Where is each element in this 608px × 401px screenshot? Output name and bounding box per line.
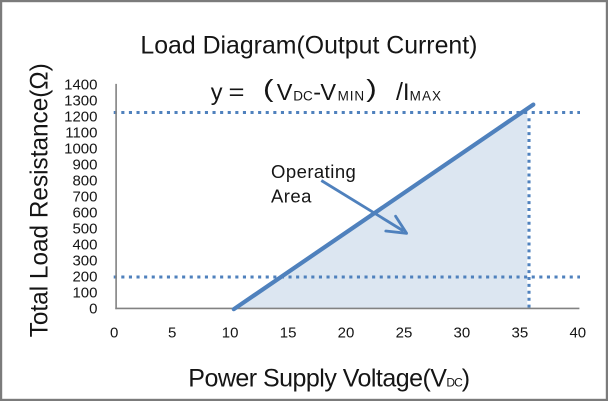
svg-text:I: I [403,79,410,106]
svg-text:Area: Area [271,186,312,207]
svg-text:0: 0 [110,324,118,341]
svg-text:MIN: MIN [338,88,365,103]
svg-text:5: 5 [168,324,176,341]
svg-text:y: y [211,79,223,105]
svg-text:600: 600 [72,205,97,222]
svg-text:100: 100 [72,285,97,302]
svg-text:0: 0 [89,301,97,318]
svg-text:MAX: MAX [410,88,443,103]
svg-text:DC: DC [293,88,313,103]
svg-text:500: 500 [72,221,97,238]
svg-text:35: 35 [512,324,529,341]
svg-text:1400: 1400 [64,76,97,93]
svg-text:/: / [396,78,403,106]
svg-text:(: ( [263,75,274,103]
svg-text:Load Diagram(Output Current): Load Diagram(Output Current) [140,32,477,60]
svg-text:1100: 1100 [65,124,97,141]
svg-text:Power Supply Voltage(V: Power Supply Voltage(V [188,364,447,392]
svg-text:DC: DC [446,375,463,389]
svg-text:V: V [320,79,336,105]
svg-text:=: = [229,79,245,105]
svg-text:40: 40 [569,324,586,341]
svg-text:25: 25 [396,324,413,341]
svg-text:1300: 1300 [64,92,97,109]
svg-text:200: 200 [72,269,97,286]
svg-text:800: 800 [72,173,97,190]
svg-text:1200: 1200 [64,108,97,125]
svg-text:-: - [313,79,321,105]
svg-text:Total Load Resistance(Ω): Total Load Resistance(Ω) [25,63,53,337]
svg-text:30: 30 [454,324,471,341]
svg-text:Operating: Operating [271,161,356,182]
svg-text:300: 300 [72,253,97,270]
svg-text:900: 900 [72,157,97,174]
svg-text:20: 20 [338,324,355,341]
svg-text:10: 10 [222,324,239,341]
svg-text:400: 400 [72,237,97,254]
svg-text:1000: 1000 [64,140,97,157]
svg-text:): ) [366,75,377,103]
svg-text:V: V [277,79,293,105]
svg-text:15: 15 [280,324,297,341]
svg-text:700: 700 [72,189,97,206]
svg-text:): ) [462,364,470,392]
